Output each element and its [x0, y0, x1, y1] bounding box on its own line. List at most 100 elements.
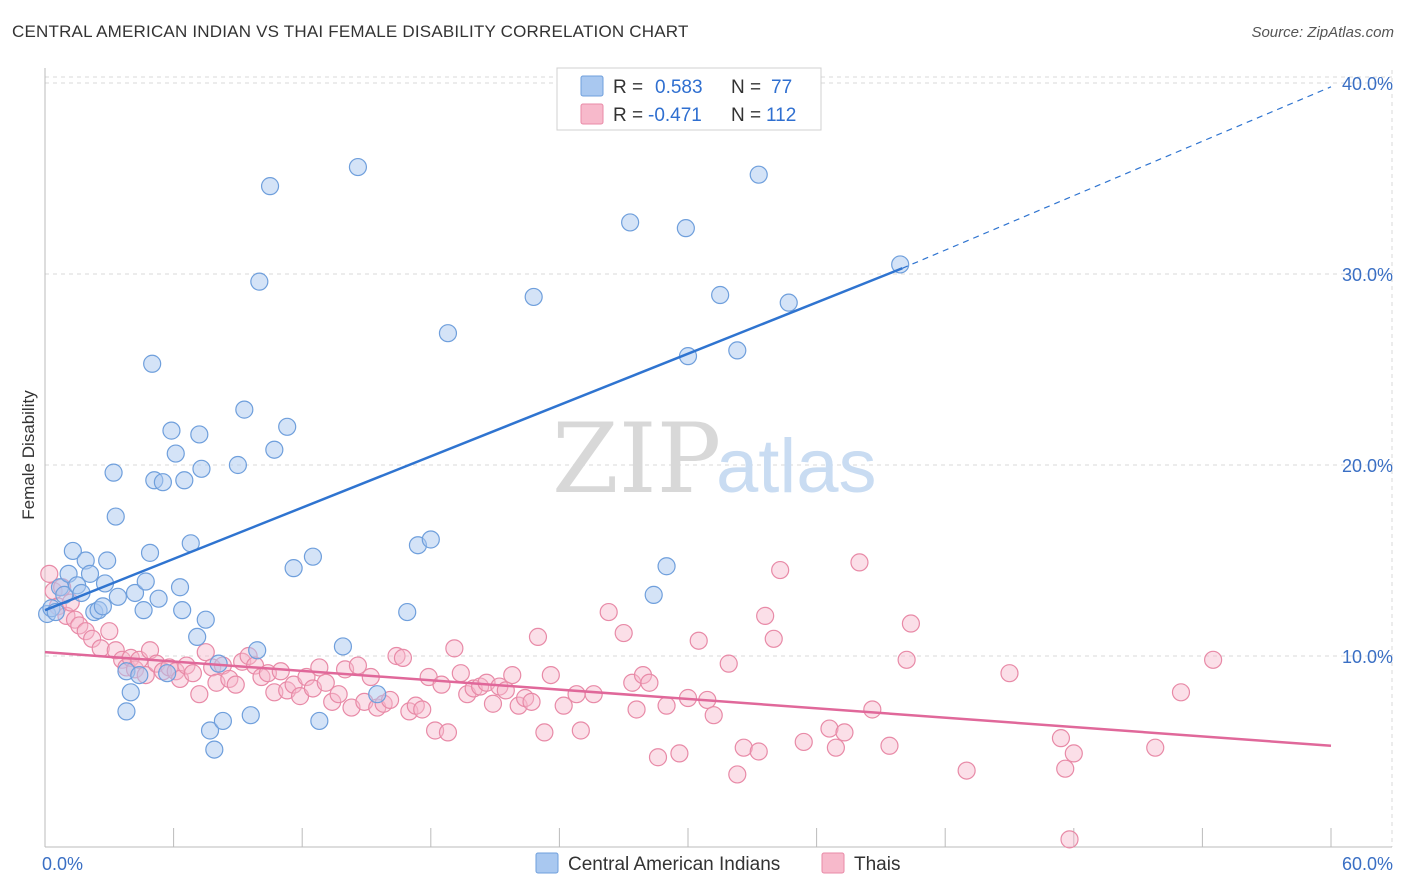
thais-point: [863, 700, 882, 719]
thais-point: [670, 744, 689, 763]
central-american-indians-point: [130, 665, 149, 685]
central-american-indians-point: [398, 602, 417, 622]
central-american-indians-point: [104, 463, 123, 482]
thais-point: [522, 692, 541, 711]
central-american-indians-point: [136, 572, 155, 591]
thais-point: [689, 631, 708, 650]
central-american-indians-point: [368, 685, 387, 704]
thais-point: [771, 560, 790, 580]
series-legend-swatch-blue: [535, 852, 559, 874]
central-american-indians-point: [121, 683, 140, 702]
thais-point: [1060, 830, 1079, 849]
central-american-indians-point: [728, 341, 747, 360]
thais-point: [835, 723, 854, 742]
central-american-indians-point: [125, 583, 145, 603]
central-american-indians-point: [106, 507, 125, 526]
thais-point: [1051, 729, 1071, 748]
thais-point: [756, 606, 775, 625]
central-american-indians-point: [162, 421, 181, 440]
central-american-indians-point: [108, 587, 127, 606]
y-tick-label: 20.0%: [1342, 456, 1393, 476]
y-axis-title: Female Disability: [19, 390, 38, 520]
thais-point: [734, 738, 753, 757]
central-american-indians-point: [621, 213, 640, 232]
thais-point: [584, 685, 603, 704]
y-tick-label: 30.0%: [1342, 265, 1393, 285]
central-american-indians-point: [228, 455, 247, 475]
thais-point: [657, 696, 676, 715]
thais-point: [567, 685, 586, 704]
central-american-indians-point: [170, 578, 190, 597]
central-american-indians-point: [140, 543, 160, 562]
thais-point: [749, 742, 768, 761]
trend-line-thais: [44, 650, 1332, 748]
thais-point: [633, 665, 653, 685]
thais-point: [445, 639, 464, 658]
thais-point: [901, 614, 921, 633]
thais-point: [614, 623, 633, 643]
central-american-indians-point: [248, 641, 267, 660]
central-american-indians-point: [657, 557, 676, 576]
legend-n-value-blue: 77: [771, 77, 792, 98]
central-american-indians-point: [134, 601, 153, 620]
legend-r-label-blue: R =: [613, 77, 643, 98]
legend-r-value-pink: -0.471: [648, 105, 702, 126]
thais-point: [957, 761, 976, 780]
thais-point: [1000, 664, 1019, 683]
thais-point: [226, 675, 245, 694]
central-american-indians-point: [173, 601, 192, 620]
watermark: ZIP atlas: [552, 403, 877, 515]
thais-point: [387, 646, 406, 666]
thais-point: [794, 732, 813, 752]
thais-point: [640, 673, 659, 692]
central-american-indians-point: [192, 459, 211, 478]
central-american-indians-point: [93, 597, 112, 616]
series-central-american-indians-points: [38, 157, 910, 759]
thais-point: [100, 622, 119, 641]
thais-point: [541, 665, 560, 685]
thais-point: [719, 654, 738, 673]
thais-point: [535, 723, 554, 742]
central-american-indians-point: [205, 740, 224, 759]
thais-point: [1056, 759, 1075, 778]
thais-point: [554, 696, 573, 715]
thais-point: [183, 664, 202, 683]
central-american-indians-point: [644, 585, 663, 604]
central-american-indians-point: [303, 547, 323, 566]
stats-legend: R = 0.583 N = 77 R = -0.471 N = 112: [556, 67, 822, 131]
central-american-indians-point: [260, 177, 280, 196]
thais-point: [323, 692, 342, 711]
thais-point: [271, 662, 290, 681]
legend-n-label-blue: N =: [731, 77, 761, 98]
central-american-indians-point: [158, 664, 177, 683]
central-american-indians-point: [524, 287, 543, 307]
thais-point: [764, 629, 783, 648]
central-american-indians-point: [213, 711, 232, 731]
central-american-indians-point: [188, 627, 207, 647]
central-american-indians-point: [63, 541, 82, 561]
legend-n-label-pink: N =: [731, 105, 761, 126]
thais-point: [897, 650, 916, 669]
central-american-indians-point: [421, 530, 440, 549]
thais-point: [648, 748, 668, 767]
trend-line-central-american-indians: [44, 267, 903, 612]
thais-point: [571, 721, 590, 740]
trend-lines: [44, 86, 1332, 748]
thais-point: [826, 738, 845, 757]
thais-point: [704, 706, 723, 725]
thais-point: [820, 719, 839, 738]
central-american-indians-point: [200, 721, 220, 740]
watermark-zip: ZIP: [552, 403, 721, 515]
central-american-indians-point: [779, 293, 798, 312]
central-american-indians-point: [98, 551, 117, 570]
series-legend-label-pink: Thais: [854, 854, 900, 875]
axes: [44, 68, 1392, 848]
thais-point: [1171, 683, 1191, 702]
thais-point: [850, 553, 869, 572]
central-american-indians-point: [310, 711, 329, 731]
thais-point: [393, 648, 413, 668]
central-american-indians-point: [235, 400, 254, 419]
thais-point: [76, 622, 95, 641]
x-tick-label-max: 60.0%: [1342, 854, 1393, 874]
central-american-indians-point: [333, 637, 353, 656]
